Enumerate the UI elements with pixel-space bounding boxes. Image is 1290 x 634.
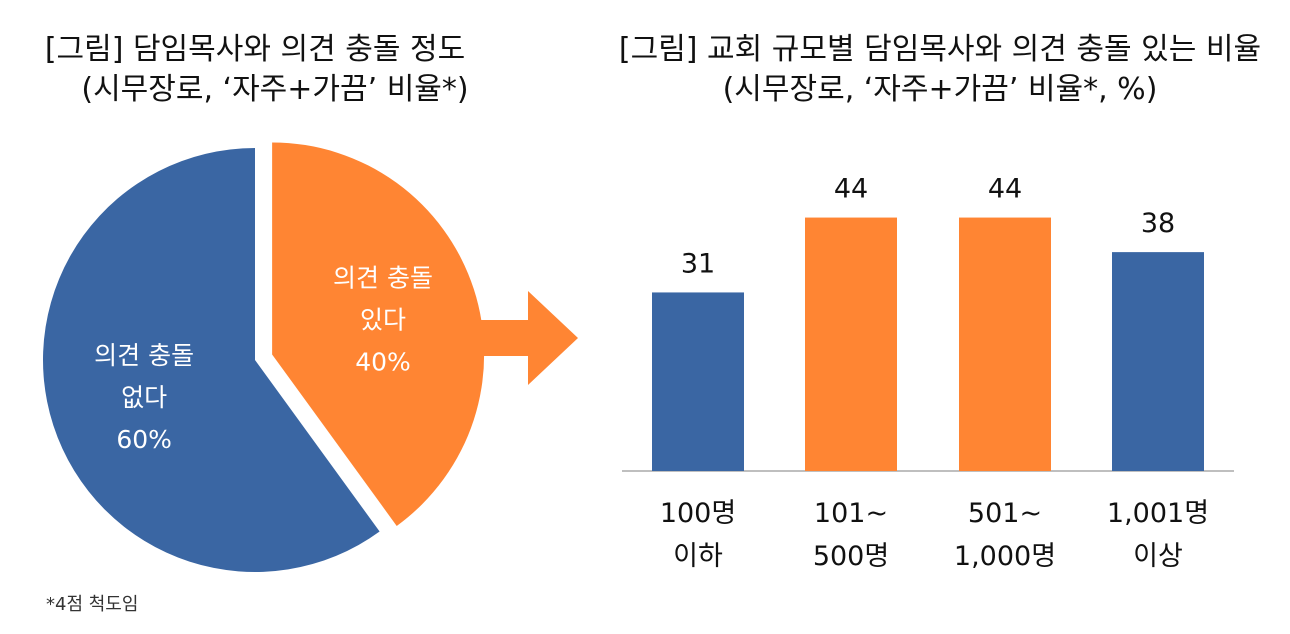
bar-2 <box>805 217 897 471</box>
pie-chart-subtitle: (시무장로, ‘자주+가끔’ 비율*) <box>81 72 469 107</box>
pie-label-no-line2: 없다 <box>121 383 167 412</box>
bar-1 <box>652 292 744 471</box>
bar-chart-title-text: [그림] 교회 규모별 담임목사와 의견 충돌 있는 비율 <box>618 32 1262 67</box>
bar-3 <box>959 217 1051 471</box>
bar-value-label-3: 44 <box>988 174 1022 205</box>
x-tick-label-1-line1: 100명 <box>660 498 736 529</box>
bar-chart-title: [그림] 교회 규모별 담임목사와 의견 충돌 있는 비율 (시무장로, ‘자주… <box>600 30 1280 110</box>
bar-value-label-4: 38 <box>1141 208 1175 239</box>
arrow-connector <box>478 291 578 385</box>
pie-chart-title: [그림] 담임목사와 의견 충돌 정도 (시무장로, ‘자주+가끔’ 비율*) <box>0 30 510 110</box>
pie-slice-conflict-yes <box>272 142 485 526</box>
pie-slice-conflict-no <box>42 148 380 572</box>
x-tick-label-3-line2: 1,000명 <box>954 541 1056 572</box>
right-arrow-icon <box>478 291 578 385</box>
x-tick-label-4-line2: 이상 <box>1133 541 1183 572</box>
x-tick-label-4-line1: 1,001명 <box>1107 498 1209 529</box>
x-tick-label-2-line2: 500명 <box>813 541 889 572</box>
x-tick-label-1-line2: 이하 <box>673 541 723 572</box>
pie-label-yes-line2: 있다 <box>360 305 406 334</box>
bar-value-label-2: 44 <box>834 174 868 205</box>
pie-value-yes: 40% <box>355 347 411 376</box>
x-tick-label-2-line1: 101~ <box>814 498 888 529</box>
bar-4 <box>1112 252 1204 471</box>
bar-chart-subtitle: (시무장로, ‘자주+가끔’ 비율*, %) <box>722 72 1158 107</box>
pie-label-no-line1: 의견 충돌 <box>94 341 194 370</box>
bar-value-label-1: 31 <box>681 248 715 279</box>
x-tick-label-3-line1: 501~ <box>968 498 1042 529</box>
footnote: *4점 척도임 <box>46 594 139 615</box>
pie-chart-title-text: [그림] 담임목사와 의견 충돌 정도 <box>44 32 466 67</box>
pie-value-no: 60% <box>116 425 172 454</box>
pie-label-yes-line1: 의견 충돌 <box>333 263 433 292</box>
